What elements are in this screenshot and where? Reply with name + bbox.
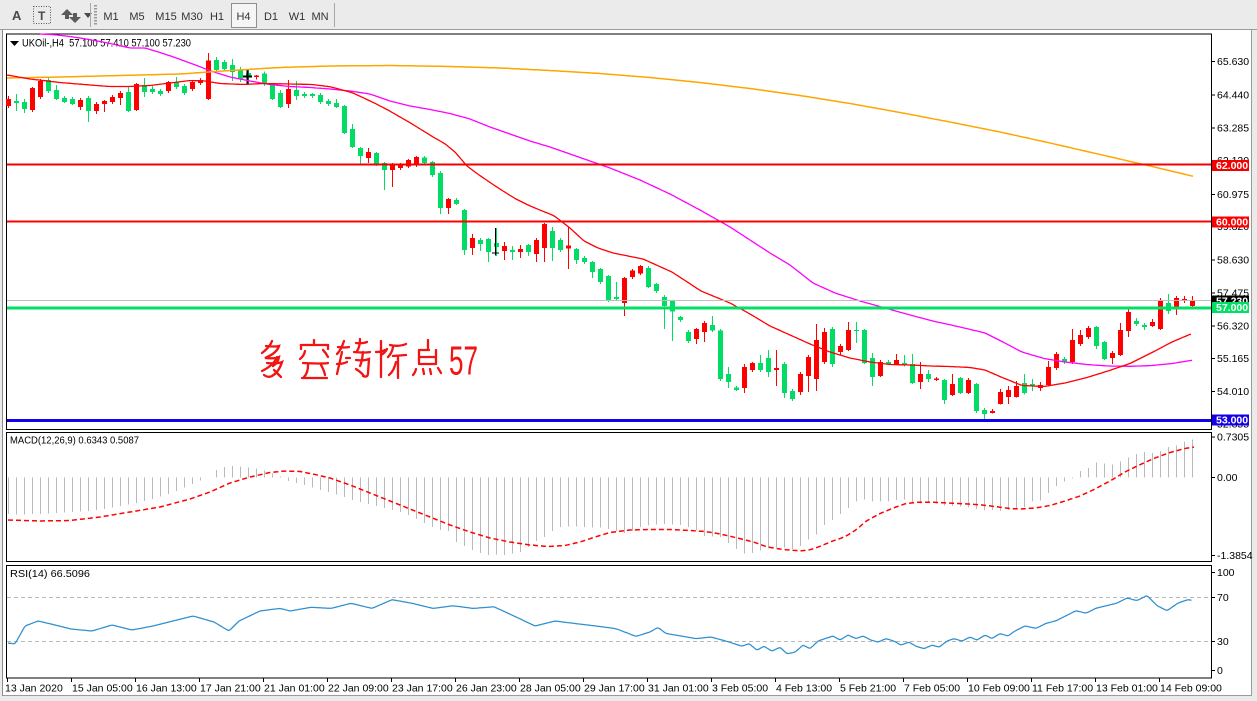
- svg-text:D1: D1: [264, 11, 278, 23]
- svg-text:23 Jan 17:00: 23 Jan 17:00: [392, 683, 453, 695]
- svg-text:60.975: 60.975: [1217, 189, 1249, 201]
- svg-text:MN: MN: [311, 11, 328, 23]
- svg-text:21 Jan 01:00: 21 Jan 01:00: [264, 683, 325, 695]
- svg-text:54.010: 54.010: [1217, 386, 1249, 398]
- svg-text:29 Jan 17:00: 29 Jan 17:00: [584, 683, 645, 695]
- svg-text:11 Feb 17:00: 11 Feb 17:00: [1032, 683, 1093, 695]
- svg-text:M1: M1: [103, 11, 118, 23]
- svg-text:13 Jan 2020: 13 Jan 2020: [5, 683, 63, 695]
- svg-text:16 Jan 13:00: 16 Jan 13:00: [136, 683, 197, 695]
- svg-text:58.630: 58.630: [1217, 255, 1249, 267]
- svg-text:64.440: 64.440: [1217, 90, 1249, 102]
- svg-text:T: T: [38, 9, 46, 23]
- svg-text:65.630: 65.630: [1217, 56, 1249, 68]
- svg-text:M5: M5: [129, 11, 144, 23]
- svg-text:7 Feb 05:00: 7 Feb 05:00: [904, 683, 960, 695]
- svg-text:A: A: [12, 8, 22, 23]
- svg-text:MACD(12,26,9) 0.6343 0.5087: MACD(12,26,9) 0.6343 0.5087: [10, 435, 139, 447]
- svg-text:4 Feb 13:00: 4 Feb 13:00: [776, 683, 832, 695]
- svg-text:56.320: 56.320: [1217, 320, 1249, 332]
- svg-text:63.285: 63.285: [1217, 123, 1249, 135]
- svg-text:53.000: 53.000: [1216, 415, 1248, 427]
- svg-text:30: 30: [1217, 636, 1229, 648]
- svg-text:3 Feb 05:00: 3 Feb 05:00: [712, 683, 768, 695]
- svg-text:UKOil-,H4 57.100 57.410 57.10: UKOil-,H4 57.100 57.410 57.100 57.230: [22, 38, 191, 50]
- svg-text:15 Jan 05:00: 15 Jan 05:00: [72, 683, 133, 695]
- svg-text:M15: M15: [155, 11, 176, 23]
- svg-text:-1.3854: -1.3854: [1217, 550, 1253, 562]
- svg-text:31 Jan 01:00: 31 Jan 01:00: [648, 683, 709, 695]
- svg-text:17 Jan 21:00: 17 Jan 21:00: [200, 683, 261, 695]
- svg-text:H1: H1: [210, 11, 224, 23]
- svg-text:28 Jan 05:00: 28 Jan 05:00: [520, 683, 581, 695]
- svg-text:0.7305: 0.7305: [1217, 432, 1249, 444]
- svg-text:70: 70: [1217, 592, 1229, 604]
- svg-text:26 Jan 23:00: 26 Jan 23:00: [456, 683, 517, 695]
- svg-text:22 Jan 09:00: 22 Jan 09:00: [328, 683, 389, 695]
- svg-text:55.165: 55.165: [1217, 353, 1249, 365]
- svg-text:H4: H4: [236, 11, 250, 23]
- svg-text:5 Feb 21:00: 5 Feb 21:00: [840, 683, 896, 695]
- svg-text:57: 57: [449, 338, 478, 384]
- svg-text:RSI(14) 66.5096: RSI(14) 66.5096: [10, 568, 90, 580]
- svg-text:10 Feb 09:00: 10 Feb 09:00: [968, 683, 1030, 695]
- svg-text:0.00: 0.00: [1217, 472, 1238, 484]
- svg-text:60.000: 60.000: [1216, 217, 1248, 229]
- svg-text:57.000: 57.000: [1216, 302, 1248, 314]
- svg-text:0: 0: [1217, 665, 1223, 677]
- svg-text:W1: W1: [289, 11, 306, 23]
- svg-text:100: 100: [1217, 567, 1235, 579]
- svg-text:13 Feb 01:00: 13 Feb 01:00: [1096, 683, 1158, 695]
- svg-text:62.000: 62.000: [1216, 160, 1248, 172]
- svg-text:14 Feb 09:00: 14 Feb 09:00: [1160, 683, 1222, 695]
- svg-text:M30: M30: [181, 11, 202, 23]
